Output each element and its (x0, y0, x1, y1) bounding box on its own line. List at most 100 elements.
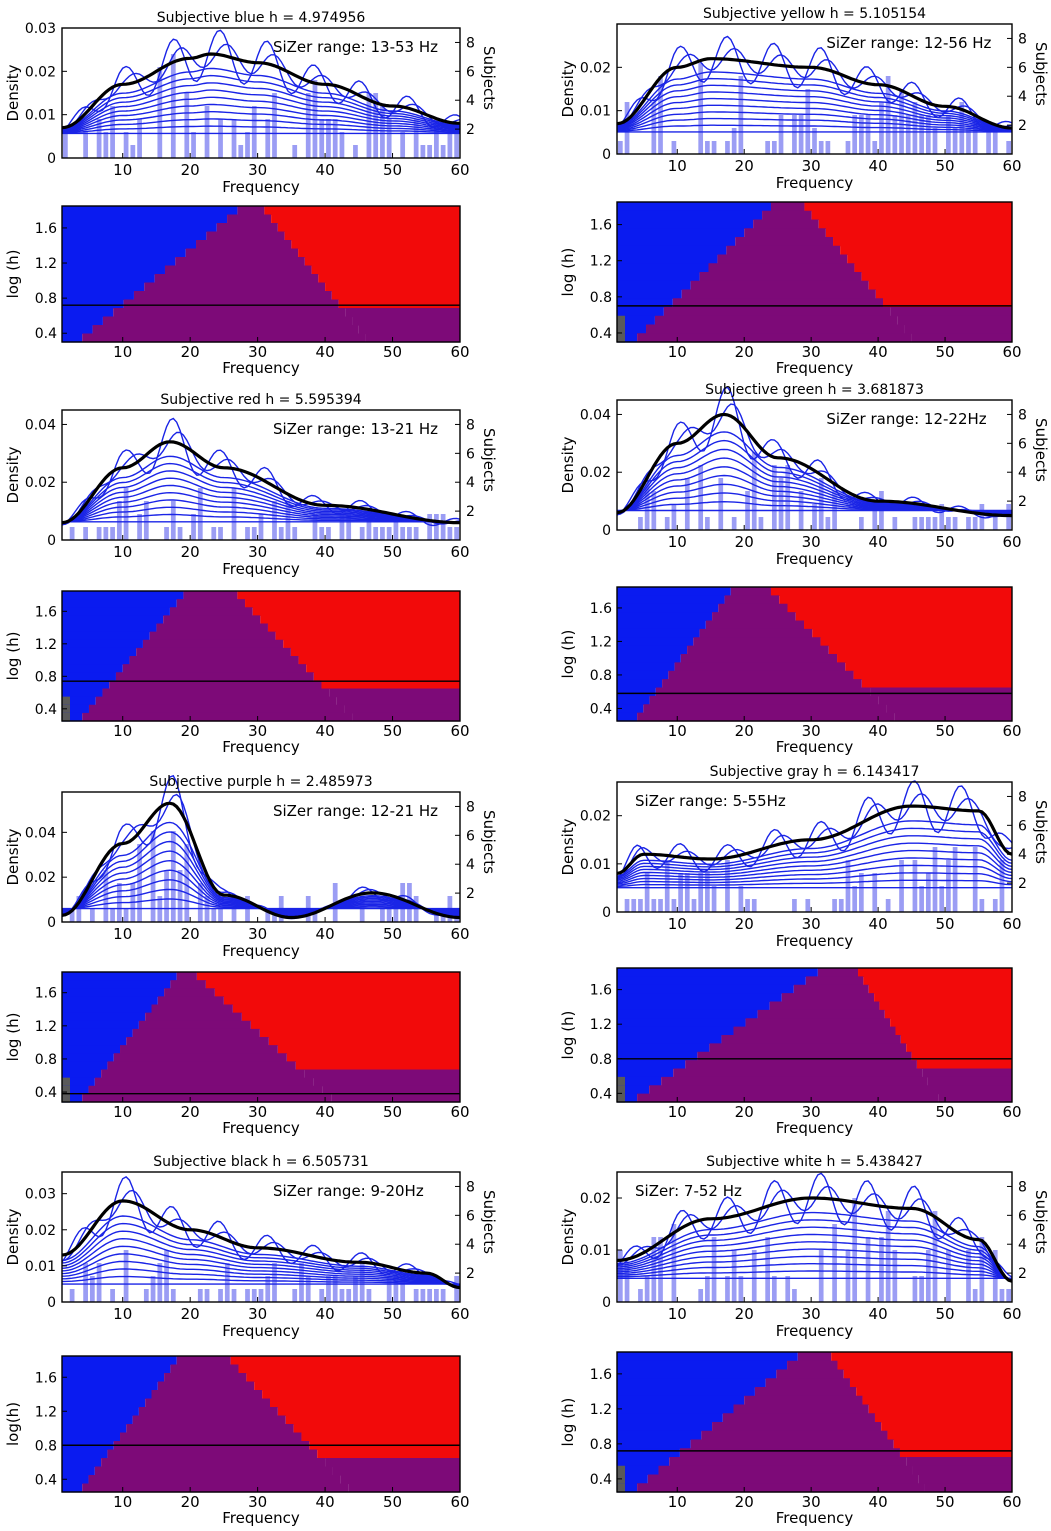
sizer-increasing-region (617, 1026, 734, 1036)
x-tick-label: 20 (735, 1305, 754, 1323)
sizer-decreasing-region (304, 1069, 460, 1079)
density-curve (616, 84, 1013, 131)
x-tick-label: 20 (181, 925, 200, 943)
histogram-bar (792, 899, 797, 912)
y-tick-label: 0.01 (580, 1243, 611, 1259)
sizer-insignificant-region (793, 984, 869, 994)
density-curve (61, 110, 460, 133)
sizer-increasing-region (617, 1001, 770, 1011)
sizer-decreasing-region (938, 1093, 1012, 1103)
histogram-bar (278, 527, 284, 540)
density-curve (616, 1185, 1013, 1280)
y-axis-label: Density (4, 64, 22, 121)
sizer-range-annotation: SiZer range: 12-56 Hz (826, 34, 991, 52)
sizer-increasing-region (62, 316, 103, 326)
histogram-bar (785, 465, 791, 530)
sizer-increasing-region (617, 712, 638, 722)
histogram-bar (798, 115, 804, 154)
histogram-bar (197, 488, 203, 540)
sizer-insignificant-region (136, 647, 291, 657)
sizer-y-tick-label: 0.4 (35, 1472, 57, 1488)
x-tick-label: 50 (383, 1305, 402, 1323)
sizer-decreasing-region (311, 265, 460, 275)
histogram-bar (197, 1289, 203, 1302)
sizer-insignificant-region (157, 1381, 255, 1391)
sizer-insignificant-region (658, 1465, 913, 1476)
sizer-increasing-region (62, 1004, 152, 1014)
histogram-bar (618, 141, 623, 154)
histogram-bar (912, 102, 918, 154)
histogram-bar (231, 488, 237, 540)
histogram-bar (326, 527, 331, 540)
x-tick-label: 20 (735, 157, 754, 175)
sizer-y-axis-label: log (h) (559, 630, 577, 679)
histogram-bar (427, 514, 433, 540)
histogram-bar (671, 1224, 677, 1302)
sizer-insignificant-region (216, 223, 278, 233)
sizer-x-tick-label: 10 (113, 1493, 132, 1511)
histogram-bar (705, 141, 710, 154)
sizer-x-tick-label: 30 (802, 722, 821, 740)
sizer-insignificant-region (717, 254, 848, 264)
histogram-bar (319, 1289, 325, 1302)
sizer-sparse-region (617, 1085, 625, 1095)
sizer-range-annotation: SiZer range: 12-21 Hz (273, 802, 438, 820)
histogram-bar (413, 119, 419, 158)
sizer-decreasing-region (298, 248, 460, 258)
sizer-decreasing-region (285, 1415, 460, 1425)
sizer-decreasing-region (900, 1035, 1012, 1044)
sizer-decreasing-region (863, 976, 1012, 986)
sizer-increasing-region (617, 687, 656, 697)
sizer-insignificant-region (757, 1009, 885, 1019)
y-tick-label: 0.02 (25, 475, 56, 491)
sizer-insignificant-region (175, 257, 305, 267)
sizer-x-tick-label: 20 (735, 722, 754, 740)
x-tick-label: 20 (735, 915, 754, 933)
sizer-increasing-region (62, 231, 207, 241)
histogram-bar (705, 873, 710, 912)
sizer-increasing-region (62, 291, 134, 301)
x-tick-label: 60 (450, 161, 469, 179)
sizer-increasing-region (62, 615, 164, 625)
histogram-bar (792, 1289, 797, 1302)
histogram-bar (346, 1289, 352, 1302)
sizer-x-tick-label: 40 (869, 1103, 888, 1121)
histogram-bar (718, 478, 724, 530)
sizer-x-tick-label: 40 (869, 343, 888, 361)
x-tick-label: 40 (316, 543, 335, 561)
histogram-bar (380, 106, 385, 158)
sizer-range-annotation: SiZer range: 5-55Hz (635, 792, 786, 810)
sizer-x-tick-label: 20 (181, 1493, 200, 1511)
histogram-bar (191, 132, 196, 158)
x-tick-label: 50 (383, 925, 402, 943)
x-axis-label: Frequency (222, 942, 300, 960)
sizer-increasing-region (62, 325, 93, 335)
sizer-decreasing-region (260, 615, 460, 625)
y2-tick-label: 2 (466, 504, 475, 520)
histogram-bar (427, 1289, 433, 1302)
sizer-increasing-region (62, 1037, 127, 1046)
sizer-increasing-region (617, 1085, 650, 1095)
histogram-bar (698, 1289, 704, 1302)
histogram-bar (651, 899, 657, 912)
y2-tick-label: 4 (1018, 847, 1027, 863)
sizer-decreasing-region (196, 972, 460, 981)
histogram-bar (157, 67, 163, 158)
sizer-y-axis-label: log (h) (559, 1398, 577, 1447)
histogram-bar (366, 93, 372, 158)
sizer-increasing-region (617, 662, 675, 672)
sizer-insignificant-region (82, 1093, 332, 1103)
histogram-bar (778, 478, 784, 530)
sizer-decreasing-region (906, 1043, 1012, 1053)
y-tick-label: 0 (602, 147, 611, 163)
sizer-y-axis-label: log (h) (4, 1013, 22, 1062)
histogram-bar (434, 119, 439, 158)
sizer-decreasing-region (252, 607, 460, 616)
x-tick-label: 20 (181, 543, 200, 561)
sizer-x-tick-label: 10 (113, 722, 132, 740)
histogram-bar (932, 128, 938, 154)
x-axis-label: Frequency (222, 1322, 300, 1340)
sizer-increasing-region (617, 307, 664, 317)
x-tick-label: 30 (802, 915, 821, 933)
histogram-bar (865, 1237, 871, 1302)
